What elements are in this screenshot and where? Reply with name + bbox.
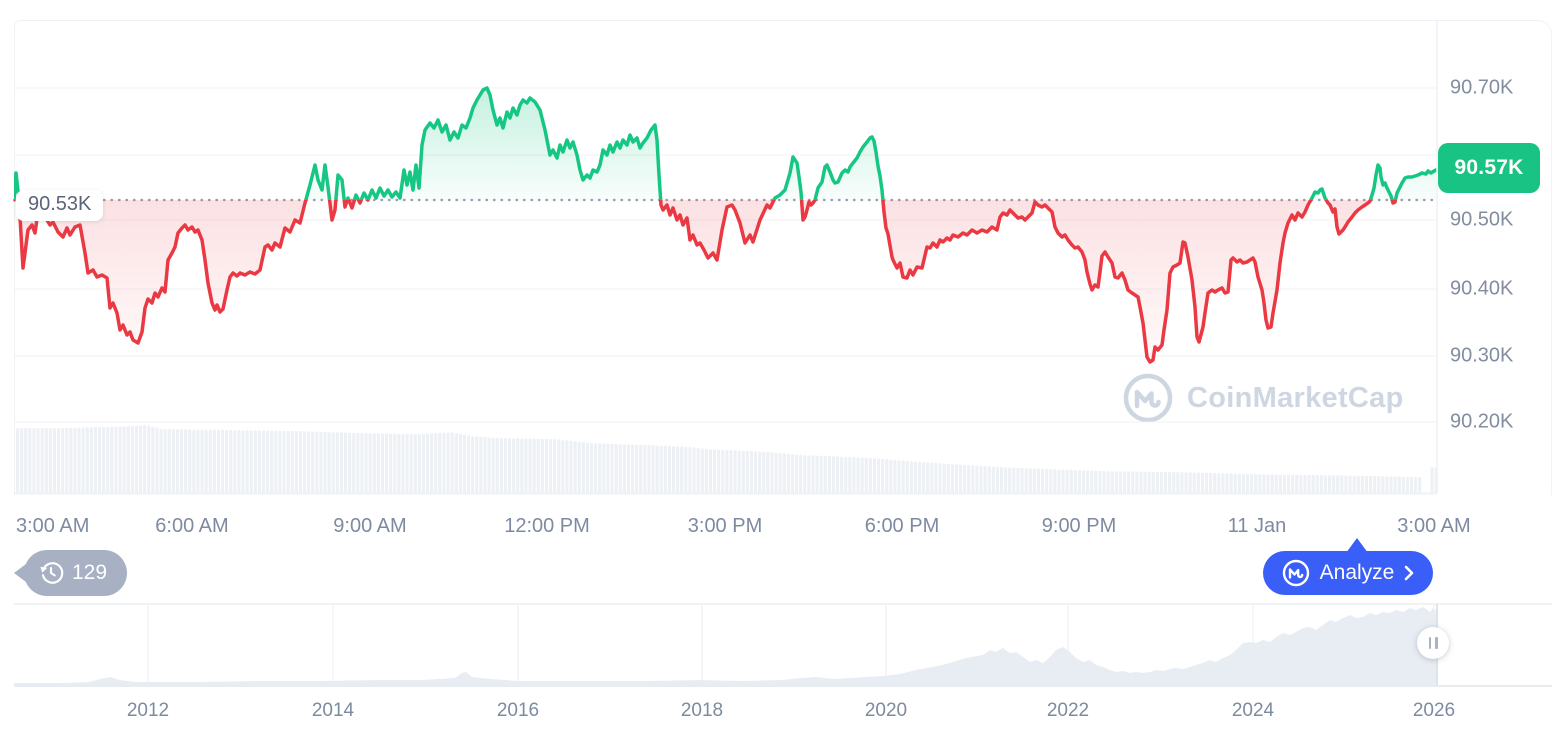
history-count-badge[interactable]: 129 <box>14 550 128 596</box>
resize-handle-icon <box>1435 637 1438 649</box>
volume-bars <box>16 425 1438 494</box>
navigator-resize-handle[interactable] <box>1417 627 1449 659</box>
x-axis-label: 12:00 PM <box>504 515 590 537</box>
x-axis-label: 6:00 PM <box>864 515 940 537</box>
current-price-badge: 90.57K <box>1438 143 1540 193</box>
navigator-area-series <box>14 607 1437 686</box>
x-axis-label: 9:00 AM <box>333 515 407 537</box>
coinmarketcap-logo-icon <box>1123 373 1173 423</box>
coinmarketcap-watermark: CoinMarketCap <box>1122 372 1404 424</box>
y-axis-label: 90.70K <box>1450 76 1514 99</box>
analyze-button[interactable]: Analyze <box>1263 551 1433 595</box>
coinmarketcap-logo-icon <box>1282 559 1309 587</box>
navigator-year-label: 2014 <box>311 700 355 721</box>
navigator-year-label: 2012 <box>126 700 170 721</box>
x-axis-label: 3:00 PM <box>687 515 763 537</box>
x-axis-label: 11 Jan <box>1227 515 1287 537</box>
history-count: 129 <box>72 561 108 584</box>
price-chart-panel: CoinMarketCap 90.53K 90.70K 90.50K 90.40K 9… <box>0 0 1566 537</box>
navigator-year-label: 2016 <box>496 700 540 721</box>
price-line <box>14 200 1398 364</box>
watermark-text: CoinMarketCap <box>1187 381 1404 414</box>
analyze-pointer <box>1346 538 1368 553</box>
navigator-year-label: 2020 <box>864 700 908 721</box>
x-axis-label: 6:00 AM <box>155 515 229 537</box>
history-clock-icon <box>40 562 64 584</box>
resize-handle-icon <box>1428 637 1431 649</box>
navigator-year-label: 2022 <box>1046 700 1090 721</box>
navigator-year-label: 2018 <box>680 700 724 721</box>
price-chart-canvas[interactable] <box>0 0 1566 500</box>
chevron-right-icon <box>1405 565 1414 581</box>
y-axis-label: 90.30K <box>1450 344 1514 367</box>
x-axis-label: 9:00 PM <box>1041 515 1117 537</box>
y-axis-label: 90.40K <box>1450 277 1514 300</box>
navigator-year-label: 2024 <box>1231 700 1275 721</box>
x-axis-label: 3:00 AM <box>1397 515 1471 537</box>
price-area-below-baseline <box>14 200 1436 362</box>
badge-pill: 129 <box>24 550 128 596</box>
range-navigator-canvas[interactable] <box>0 600 1566 732</box>
navigator-year-label: 2026 <box>1412 700 1456 721</box>
x-axis-label: 3:00 AM <box>16 515 90 537</box>
baseline-price-label: 90.53K <box>16 190 104 221</box>
y-axis-label: 90.50K <box>1450 208 1514 231</box>
analyze-label: Analyze <box>1319 561 1395 584</box>
y-axis-label: 90.20K <box>1450 410 1514 433</box>
